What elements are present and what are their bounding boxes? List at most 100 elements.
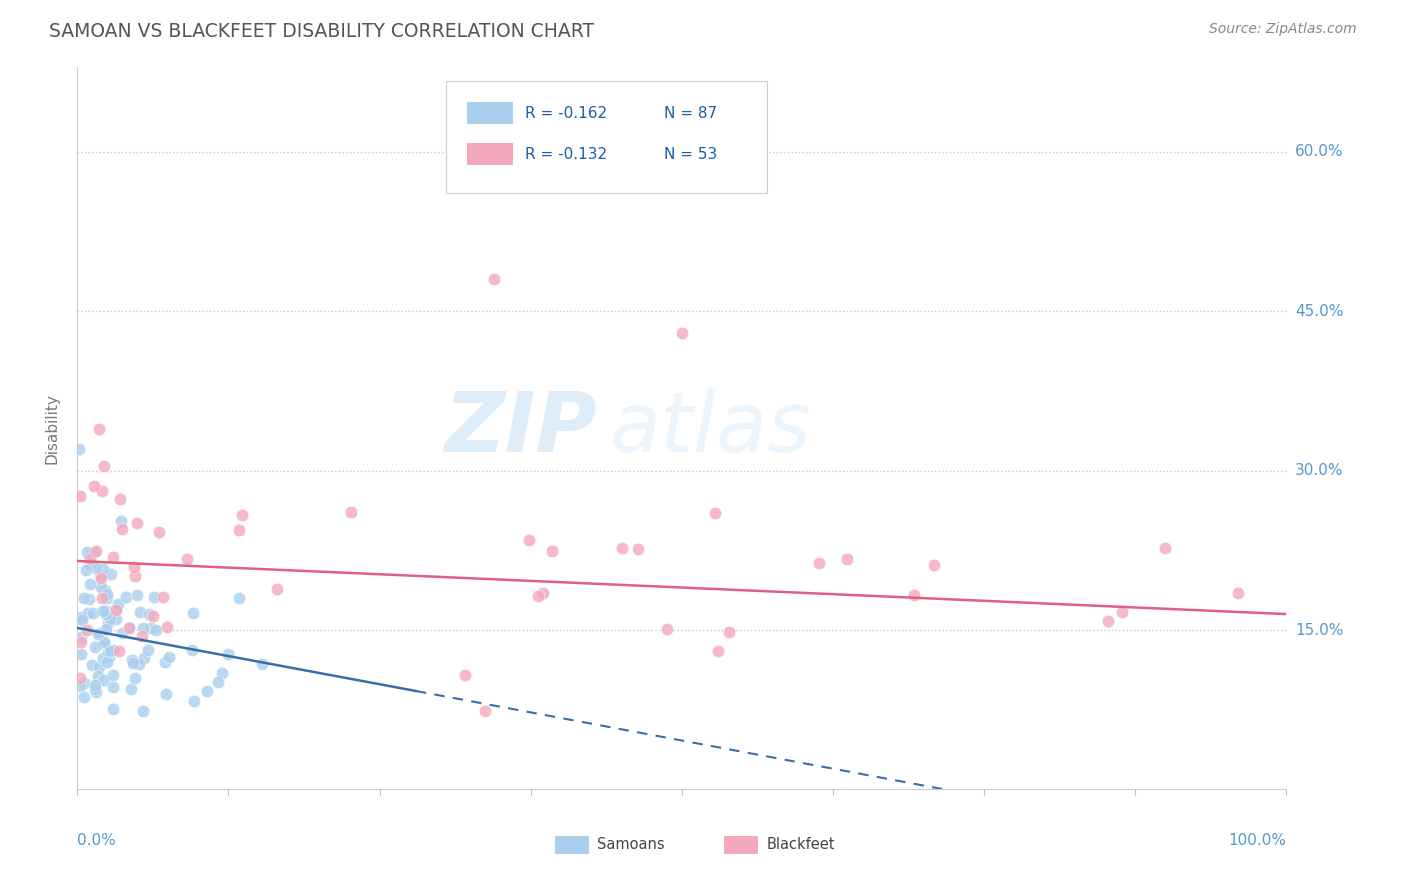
Point: [96, 655, 118, 669]
Point: [250, 657, 273, 672]
Point: [87, 422, 110, 436]
Point: [91, 651, 114, 665]
Point: [903, 588, 925, 602]
Text: 0.0%: 0.0%: [77, 833, 117, 847]
Point: [89, 660, 111, 674]
Text: 100.0%: 100.0%: [1229, 833, 1286, 847]
Point: [474, 704, 496, 718]
Point: [82, 657, 104, 672]
Point: [180, 643, 202, 657]
Point: [718, 624, 741, 639]
Point: [70, 635, 93, 649]
Point: [94, 622, 117, 636]
Point: [124, 560, 146, 574]
Point: [93, 459, 115, 474]
Point: [96, 604, 118, 618]
Point: [922, 558, 945, 573]
Point: [211, 666, 233, 681]
Text: Blackfeet: Blackfeet: [766, 837, 835, 852]
Point: [655, 622, 678, 636]
Point: [195, 683, 218, 698]
Point: [131, 621, 153, 635]
Point: [96, 607, 118, 621]
Point: [70, 610, 93, 624]
Point: [228, 591, 250, 606]
Point: [91, 484, 114, 499]
Point: [155, 687, 177, 701]
Point: [128, 657, 150, 671]
Point: [69, 679, 91, 693]
Point: [183, 606, 205, 620]
Point: [1097, 614, 1119, 628]
Point: [104, 601, 127, 615]
Point: [540, 544, 562, 558]
Point: [90, 591, 112, 606]
Point: [101, 549, 124, 564]
Point: [1111, 605, 1133, 619]
Point: [79, 577, 101, 591]
Point: [100, 567, 122, 582]
FancyBboxPatch shape: [446, 81, 766, 194]
Point: [101, 680, 124, 694]
Point: [83, 479, 105, 493]
Text: 60.0%: 60.0%: [1295, 145, 1343, 160]
Point: [69, 489, 91, 503]
Point: [101, 702, 124, 716]
Point: [97, 616, 120, 631]
Point: [1227, 586, 1250, 600]
Point: [76, 623, 98, 637]
Bar: [467, 144, 513, 165]
Point: [100, 608, 122, 623]
Text: ZIP: ZIP: [444, 388, 598, 468]
Bar: [724, 837, 758, 855]
Point: [93, 673, 115, 687]
Point: [67, 442, 90, 457]
Point: [96, 591, 118, 605]
Point: [134, 650, 156, 665]
Point: [84, 685, 107, 699]
Point: [89, 625, 111, 640]
Point: [93, 636, 115, 650]
Point: [120, 681, 142, 696]
Point: [83, 545, 105, 559]
Point: [84, 561, 107, 575]
Point: [105, 603, 128, 617]
Point: [91, 562, 114, 576]
Point: [145, 624, 167, 638]
Bar: [555, 837, 589, 855]
Point: [231, 508, 253, 523]
Point: [671, 326, 693, 340]
Point: [89, 580, 111, 594]
Point: [73, 591, 96, 605]
Point: [1153, 541, 1175, 555]
Point: [91, 604, 114, 618]
Point: [83, 678, 105, 692]
Point: [157, 650, 180, 665]
Point: [183, 694, 205, 708]
Point: [93, 635, 115, 649]
Point: [121, 653, 143, 667]
Point: [84, 544, 107, 558]
Text: 15.0%: 15.0%: [1295, 623, 1343, 638]
Point: [84, 681, 107, 696]
Point: [127, 588, 149, 602]
Point: [69, 671, 91, 685]
Point: [156, 619, 179, 633]
Point: [125, 516, 148, 530]
Point: [82, 606, 104, 620]
Point: [807, 556, 830, 570]
Y-axis label: Disability: Disability: [44, 392, 59, 464]
Point: [266, 582, 288, 597]
Point: [98, 644, 121, 658]
Point: [517, 533, 540, 547]
Bar: [467, 103, 513, 124]
Point: [152, 591, 174, 605]
Point: [77, 606, 100, 620]
Point: [77, 592, 100, 607]
Point: [97, 647, 120, 661]
Point: [73, 676, 96, 690]
Point: [94, 583, 117, 598]
Text: 45.0%: 45.0%: [1295, 304, 1343, 318]
Point: [118, 620, 141, 634]
Point: [79, 557, 101, 571]
